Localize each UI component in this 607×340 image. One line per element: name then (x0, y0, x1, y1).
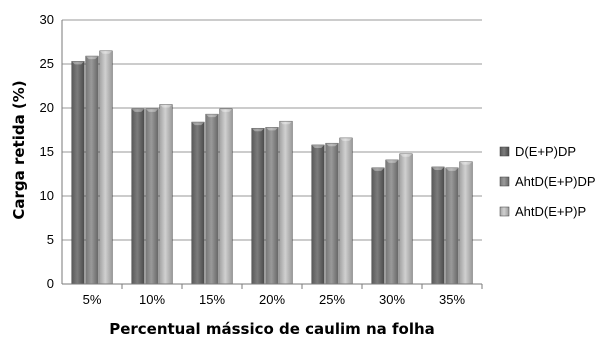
bar-cap (205, 114, 219, 118)
bar-body (251, 127, 265, 285)
bar (459, 161, 473, 285)
legend-swatch (499, 146, 510, 157)
bar (205, 113, 219, 285)
bar-body (399, 153, 413, 285)
y-tick-label: 30 (40, 12, 54, 27)
bar-body (431, 166, 445, 285)
bar-body (219, 108, 233, 285)
bar (385, 159, 399, 285)
bar (265, 127, 279, 285)
y-tick-label: 5 (47, 232, 54, 247)
bar-cap (145, 108, 159, 112)
bar (339, 137, 353, 285)
bar (145, 108, 159, 285)
bar-cap (459, 161, 473, 165)
bar (71, 61, 85, 285)
bar (399, 153, 413, 285)
bar-body (131, 108, 145, 285)
bar (445, 167, 459, 285)
bar-body (459, 161, 473, 285)
bar-body (279, 120, 293, 285)
bar-body (339, 137, 353, 285)
bar-cap (399, 153, 413, 157)
bar (219, 108, 233, 285)
bar (131, 108, 145, 285)
x-tick-label: 35% (439, 292, 465, 307)
bar (159, 104, 173, 285)
bar-body (85, 55, 99, 285)
legend: D(E+P)DP AhtD(E+P)DP AhtD(E+P)P (499, 144, 596, 219)
bar-cap (265, 127, 279, 131)
bar (431, 166, 445, 285)
bar-body (325, 142, 339, 285)
bar-cap (191, 122, 205, 126)
legend-swatch (499, 206, 510, 217)
bar-body (159, 104, 173, 285)
y-tick-label: 25 (40, 56, 54, 71)
bar (85, 55, 99, 285)
legend-label: AhtD(E+P)DP (515, 174, 596, 189)
bar-cap (431, 166, 445, 170)
bar (279, 120, 293, 285)
x-axis-title: Percentual mássico de caulim na folha (109, 320, 435, 338)
y-axis-title: Carga retida (%) (10, 80, 28, 219)
axes: 0 5 10 15 20 25 30 5% 10% 15% 20% 25% 30% 35% (40, 12, 483, 307)
bar-cap (385, 159, 399, 163)
bar-body (71, 61, 85, 285)
x-tick-label: 20% (259, 292, 285, 307)
bar-body (445, 167, 459, 285)
legend-item: D(E+P)DP (499, 144, 576, 159)
bar-cap (371, 167, 385, 171)
bar-cap (159, 104, 173, 108)
y-tick-label: 0 (47, 276, 54, 291)
legend-item: AhtD(E+P)DP (499, 174, 596, 189)
x-tick-label: 15% (199, 292, 225, 307)
x-tick-label: 5% (83, 292, 102, 307)
bar-cap (445, 167, 459, 171)
bar-body (311, 144, 325, 285)
legend-label: AhtD(E+P)P (515, 204, 586, 219)
legend-item: AhtD(E+P)P (499, 204, 586, 219)
bars (71, 50, 473, 285)
y-tick-label: 15 (40, 144, 54, 159)
legend-label: D(E+P)DP (515, 144, 576, 159)
x-tick-label: 30% (379, 292, 405, 307)
bar-cap (251, 128, 265, 132)
x-tick-label: 10% (139, 292, 165, 307)
x-tick-label: 25% (319, 292, 345, 307)
bar-body (99, 50, 113, 285)
bar-cap (279, 121, 293, 125)
bar-body (385, 159, 399, 285)
bar-body (191, 121, 205, 285)
bar-cap (311, 144, 325, 148)
bar (311, 144, 325, 285)
bar (99, 50, 113, 285)
bar-body (205, 113, 219, 285)
legend-swatch (499, 176, 510, 187)
bar-cap (219, 108, 233, 112)
y-tick-label: 10 (40, 188, 54, 203)
bar-cap (339, 137, 353, 141)
y-tick-label: 20 (40, 100, 54, 115)
bar (251, 127, 265, 285)
bar (191, 121, 205, 285)
bar (325, 142, 339, 285)
bar-body (265, 127, 279, 285)
bar-cap (71, 61, 85, 65)
bar-body (371, 167, 385, 285)
bar-cap (325, 143, 339, 147)
bar (371, 167, 385, 285)
bar-cap (99, 50, 113, 54)
bar-body (145, 108, 159, 285)
bar-cap (85, 56, 99, 60)
bar-cap (131, 108, 145, 112)
